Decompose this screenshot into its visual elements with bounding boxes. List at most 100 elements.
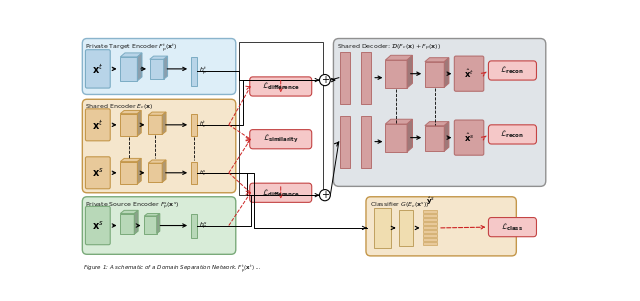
- Bar: [423, 218, 437, 221]
- FancyBboxPatch shape: [454, 56, 484, 91]
- Polygon shape: [138, 158, 141, 184]
- Text: $\mathbf{x}^t$: $\mathbf{x}^t$: [92, 62, 104, 76]
- FancyBboxPatch shape: [488, 125, 536, 144]
- Text: $\mathcal{L}_\mathbf{similarity}$: $\mathcal{L}_\mathbf{similarity}$: [263, 133, 298, 145]
- Bar: [191, 213, 197, 237]
- Text: Shared Encoder $E_c(\mathbf{x})$: Shared Encoder $E_c(\mathbf{x})$: [85, 102, 154, 111]
- Bar: [425, 62, 444, 87]
- Bar: [148, 163, 162, 182]
- Polygon shape: [150, 56, 168, 59]
- Text: $\mathbf{x}^t$: $\mathbf{x}^t$: [92, 118, 104, 132]
- Bar: [148, 115, 162, 135]
- Text: +: +: [321, 190, 329, 200]
- Polygon shape: [148, 160, 166, 163]
- Bar: [374, 208, 391, 248]
- Text: +: +: [321, 75, 329, 85]
- Text: Private Target Encoder $F_p^t(\mathbf{x}^t)$: Private Target Encoder $F_p^t(\mathbf{x}…: [85, 42, 178, 54]
- Text: Figure 1: A schematic of a Domain Separation Network. $F_p^t(\mathbf{x}^t)$ ...: Figure 1: A schematic of a Domain Separa…: [83, 263, 262, 275]
- Text: $h_c^s$: $h_c^s$: [198, 168, 206, 178]
- FancyBboxPatch shape: [85, 109, 110, 141]
- Polygon shape: [134, 210, 138, 234]
- FancyBboxPatch shape: [83, 39, 236, 95]
- Bar: [120, 114, 138, 136]
- Bar: [423, 226, 437, 229]
- Text: $\mathcal{L}_\mathbf{recon}$: $\mathcal{L}_\mathbf{recon}$: [500, 65, 524, 76]
- Polygon shape: [444, 122, 449, 151]
- Circle shape: [319, 190, 330, 201]
- Text: $\hat{\mathbf{x}}^s$: $\hat{\mathbf{x}}^s$: [464, 131, 474, 144]
- Polygon shape: [444, 58, 449, 87]
- Bar: [340, 52, 351, 104]
- FancyBboxPatch shape: [366, 197, 516, 256]
- Bar: [423, 222, 437, 225]
- Bar: [360, 116, 371, 168]
- Bar: [340, 116, 351, 168]
- Bar: [399, 210, 413, 246]
- Polygon shape: [138, 110, 141, 136]
- Text: Shared Decoder: $\mathcal{D}(F_c(\mathbf{x}) + F_p(\mathbf{x}))$: Shared Decoder: $\mathcal{D}(F_c(\mathbf…: [337, 42, 441, 53]
- Bar: [145, 216, 157, 234]
- Polygon shape: [164, 56, 168, 79]
- Circle shape: [319, 74, 330, 86]
- Bar: [360, 52, 371, 104]
- Polygon shape: [385, 55, 412, 60]
- Bar: [385, 60, 407, 88]
- Bar: [191, 114, 197, 136]
- Bar: [150, 59, 164, 79]
- Bar: [385, 124, 407, 152]
- FancyBboxPatch shape: [85, 206, 110, 245]
- Text: $\mathbf{x}^s$: $\mathbf{x}^s$: [92, 166, 104, 179]
- Bar: [425, 126, 444, 151]
- Polygon shape: [385, 119, 412, 124]
- Text: $\mathcal{L}_\mathbf{difference}$: $\mathcal{L}_\mathbf{difference}$: [262, 187, 300, 199]
- Bar: [423, 210, 437, 213]
- Polygon shape: [120, 210, 138, 213]
- Polygon shape: [120, 53, 142, 57]
- FancyBboxPatch shape: [333, 39, 546, 186]
- FancyBboxPatch shape: [454, 120, 484, 155]
- Polygon shape: [138, 53, 142, 81]
- FancyBboxPatch shape: [83, 197, 236, 254]
- FancyBboxPatch shape: [488, 61, 536, 80]
- FancyBboxPatch shape: [83, 99, 236, 193]
- Polygon shape: [425, 122, 449, 126]
- Text: $\mathcal{L}_\mathbf{class}$: $\mathcal{L}_\mathbf{class}$: [501, 221, 524, 233]
- Bar: [423, 230, 437, 233]
- Text: $h_c^t$: $h_c^t$: [198, 119, 206, 130]
- Bar: [120, 162, 138, 184]
- Bar: [423, 214, 437, 217]
- Bar: [239, 42, 323, 195]
- FancyBboxPatch shape: [250, 183, 312, 202]
- Polygon shape: [157, 213, 160, 234]
- Text: Classifier $G(E_c(\mathbf{x}^s))$: Classifier $G(E_c(\mathbf{x}^s))$: [370, 201, 429, 210]
- Bar: [191, 162, 197, 184]
- Text: $\mathcal{L}_\mathbf{recon}$: $\mathcal{L}_\mathbf{recon}$: [500, 129, 524, 140]
- Polygon shape: [120, 110, 141, 114]
- Text: $h_p^s$: $h_p^s$: [198, 220, 207, 231]
- FancyBboxPatch shape: [85, 157, 110, 189]
- Text: $\hat{\mathbf{x}}^t$: $\hat{\mathbf{x}}^t$: [464, 67, 474, 80]
- FancyBboxPatch shape: [250, 130, 312, 149]
- Bar: [423, 234, 437, 237]
- Polygon shape: [148, 112, 166, 115]
- Text: $\mathbf{x}^s$: $\mathbf{x}^s$: [92, 219, 104, 232]
- Text: $\mathcal{L}_\mathbf{difference}$: $\mathcal{L}_\mathbf{difference}$: [262, 81, 300, 92]
- Polygon shape: [145, 213, 160, 216]
- Bar: [191, 57, 197, 86]
- Polygon shape: [120, 158, 141, 162]
- FancyBboxPatch shape: [85, 50, 110, 88]
- Bar: [423, 242, 437, 245]
- Bar: [120, 213, 134, 234]
- FancyBboxPatch shape: [488, 218, 536, 237]
- Text: $\hat{\mathbf{y}}^s$: $\hat{\mathbf{y}}^s$: [426, 196, 435, 207]
- Polygon shape: [407, 55, 412, 88]
- FancyBboxPatch shape: [250, 77, 312, 96]
- Bar: [120, 57, 138, 81]
- Text: Private Source Encoder $F_p^s(\mathbf{x}^s)$: Private Source Encoder $F_p^s(\mathbf{x}…: [85, 200, 180, 211]
- Bar: [423, 238, 437, 241]
- Polygon shape: [407, 119, 412, 152]
- Polygon shape: [162, 160, 166, 182]
- Polygon shape: [162, 112, 166, 135]
- Polygon shape: [425, 58, 449, 62]
- Text: $h_p^t$: $h_p^t$: [199, 65, 208, 77]
